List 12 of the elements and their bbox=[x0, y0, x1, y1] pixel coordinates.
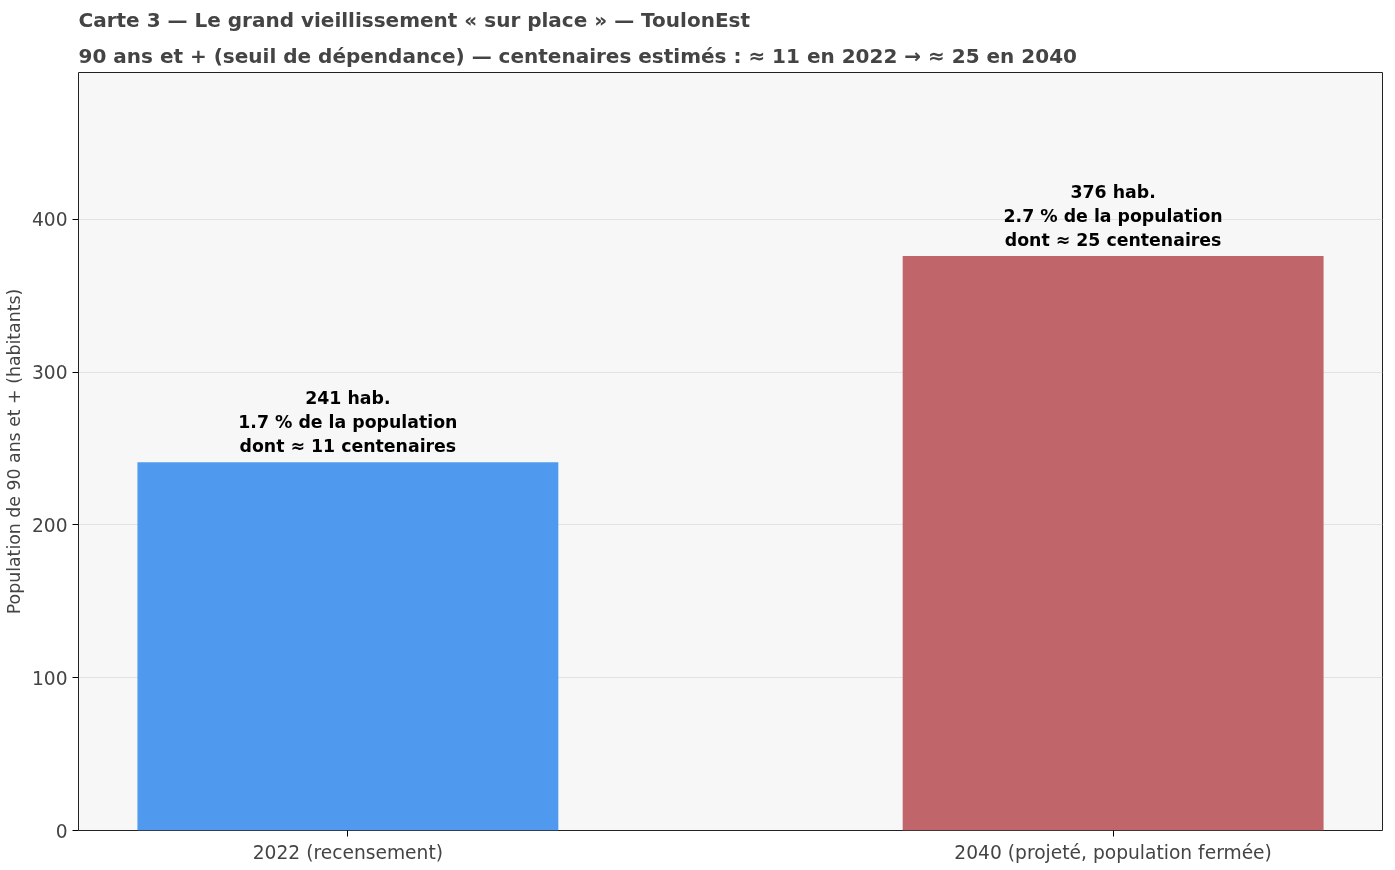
y-axis-title: Population de 90 ans et + (habitants) bbox=[3, 288, 24, 615]
x-tick-label: 2040 (projeté, population fermée) bbox=[954, 841, 1272, 863]
y-tick-label: 0 bbox=[55, 820, 68, 842]
chart-title: Carte 3 — Le grand vieillissement « sur place » — ToulonEst bbox=[78, 7, 751, 32]
x-tick-label: 2022 (recensement) bbox=[252, 841, 444, 863]
data-label: 241 hab. 1.7 % de la population dont ≈ 11 centenaires bbox=[238, 388, 458, 457]
chart-subtitle: 90 ans et + (seuil de dépendance) — centenaires estimés : ≈ 11 en 2022 → ≈ 25 en 2040 bbox=[78, 43, 1077, 68]
y-tick-label: 400 bbox=[31, 209, 68, 231]
y-tick-label: 100 bbox=[31, 667, 68, 689]
y-tick-label: 200 bbox=[31, 514, 68, 536]
y-tick-label: 300 bbox=[31, 362, 68, 384]
data-label: 376 hab. 2.7 % de la population dont ≈ 25 centenaires bbox=[1003, 181, 1223, 250]
